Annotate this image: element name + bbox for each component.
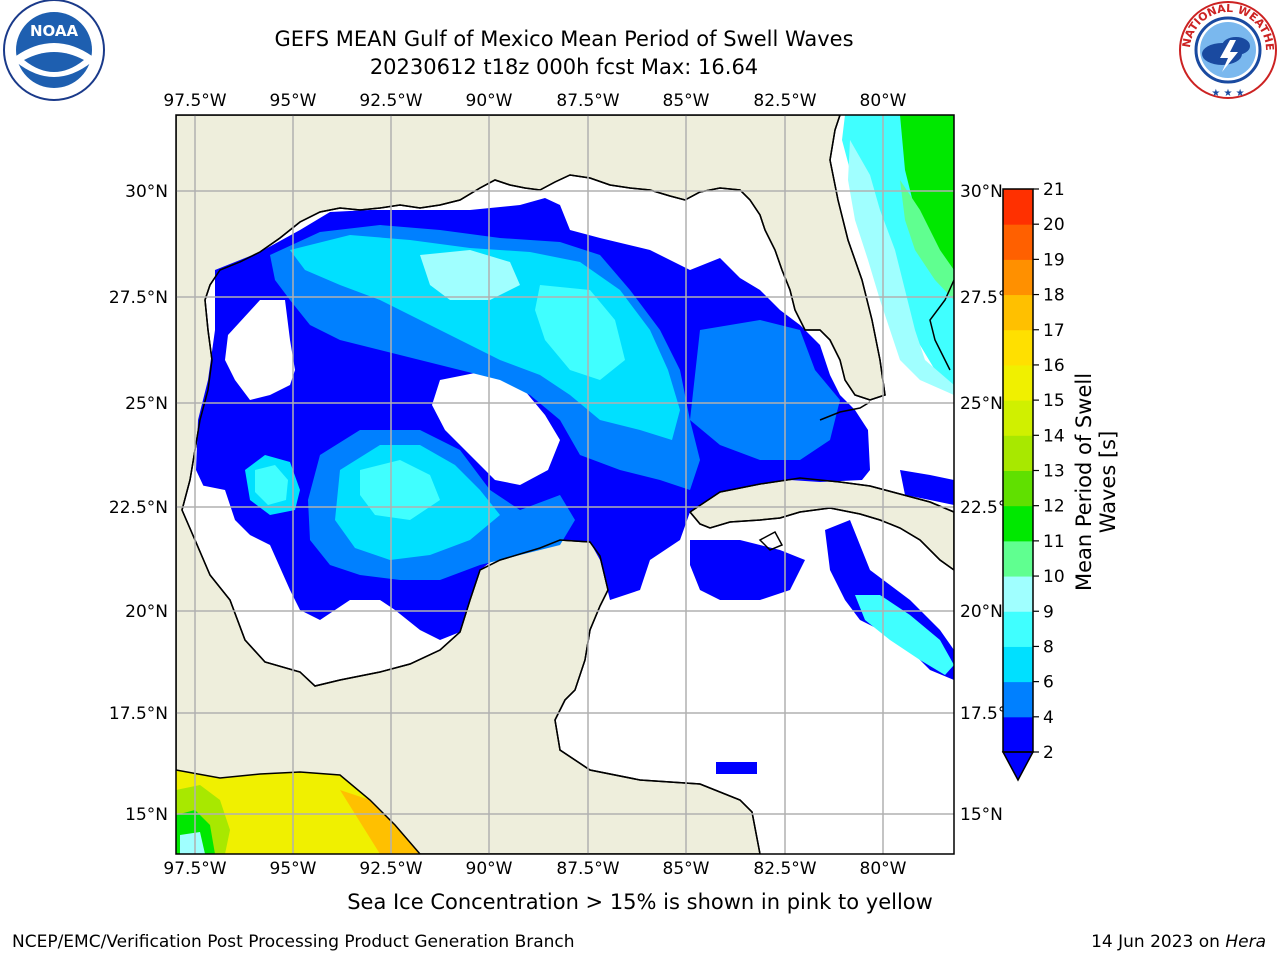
lon-label-bottom: 97.5°W	[163, 859, 226, 879]
sea-ice-note: Sea Ice Concentration > 15% is shown in …	[347, 890, 933, 914]
colorbar-segment	[1003, 294, 1033, 331]
svg-text:★ ★ ★: ★ ★ ★	[1211, 88, 1244, 99]
colorbar-segment	[1003, 646, 1033, 683]
lat-label-right: 17.5°	[960, 704, 1006, 724]
lon-label-top: 92.5°W	[359, 91, 422, 111]
colorbar-segment	[1003, 681, 1033, 718]
lon-label-bottom: 87.5°W	[556, 859, 619, 879]
colorbar-tick-label: 9	[1043, 602, 1054, 622]
lat-label-left: 17.5°N	[109, 704, 168, 724]
colorbar-segment	[1003, 329, 1033, 366]
colorbar-tick-label: 18	[1043, 286, 1065, 306]
coastline	[176, 115, 954, 854]
colorbar-segment	[1003, 540, 1033, 577]
lat-label-left: 20°N	[125, 602, 168, 622]
colorbar-extend-arrow	[1001, 751, 1035, 782]
colorbar-segment	[1003, 716, 1033, 753]
colorbar-tick-label: 13	[1043, 462, 1065, 482]
lat-label-right: 30°N	[960, 182, 1003, 202]
colorbar-tick-label: 6	[1043, 673, 1054, 693]
lon-label-top: 95°W	[270, 91, 317, 111]
colorbar-tick-label: 15	[1043, 391, 1065, 411]
colorbar-segment	[1003, 611, 1033, 647]
lon-label-top: 90°W	[466, 91, 513, 111]
colorbar-tick-label: 8	[1043, 637, 1054, 657]
lon-label-bottom: 80°W	[860, 859, 907, 879]
lon-label-bottom: 92.5°W	[359, 859, 422, 879]
lat-label-right: 25°N	[960, 394, 1003, 414]
lon-label-top: 85°W	[663, 91, 710, 111]
colorbar-label: Mean Period of Swell Waves [s]	[1072, 372, 1120, 592]
map-frame	[175, 114, 955, 855]
colorbar-tick-label: 2	[1043, 743, 1054, 763]
lon-label-bottom: 85°W	[663, 859, 710, 879]
colorbar-segment	[1003, 470, 1033, 507]
lat-label-right: 20°N	[960, 602, 1003, 622]
footer-credit: NCEP/EMC/Verification Post Processing Pr…	[12, 932, 575, 952]
colorbar-segment	[1003, 224, 1033, 260]
footer-date: 14 Jun 2023 on Hera	[1091, 932, 1266, 952]
lat-label-left: 27.5°N	[109, 288, 168, 308]
lat-label-right: 27.5°	[960, 288, 1006, 308]
colorbar-segment	[1003, 505, 1033, 542]
colorbar-tick-label: 17	[1043, 321, 1065, 341]
lat-label-right: 22.5°	[960, 498, 1006, 518]
lat-label-left: 30°N	[125, 182, 168, 202]
colorbar-segment	[1003, 400, 1033, 436]
map-gridlines	[176, 115, 954, 854]
lon-label-top: 80°W	[860, 91, 907, 111]
colorbar-segment	[1003, 189, 1033, 225]
chart-title: GEFS MEAN Gulf of Mexico Mean Period of …	[274, 27, 854, 51]
colorbar-tick-label: 16	[1043, 356, 1065, 376]
colorbar-segment	[1003, 364, 1033, 401]
chart-subtitle: 20230612 t18z 000h fcst Max: 16.64	[369, 55, 759, 79]
lat-label-left: 25°N	[125, 394, 168, 414]
svg-text:NOAA: NOAA	[30, 22, 79, 40]
lon-label-bottom: 90°W	[466, 859, 513, 879]
footer-date-text: 14 Jun 2023 on	[1091, 932, 1226, 952]
lat-label-left: 15°N	[125, 805, 168, 825]
colorbar-tick-label: 14	[1043, 426, 1065, 446]
lat-label-left: 22.5°N	[109, 498, 168, 518]
lon-label-top: 97.5°W	[163, 91, 226, 111]
nws-logo-icon: NATIONAL WEATHER SERVICE ★ ★ ★	[1176, 0, 1277, 99]
lon-label-bottom: 82.5°W	[753, 859, 816, 879]
colorbar-segment	[1003, 576, 1033, 612]
colorbar-segment	[1003, 435, 1033, 471]
colorbar-tick-label: 10	[1043, 567, 1065, 587]
colorbar-tick-label: 4	[1043, 708, 1054, 728]
lon-label-top: 87.5°W	[556, 91, 619, 111]
colorbar-tick-label: 11	[1043, 532, 1065, 552]
lon-label-top: 82.5°W	[753, 91, 816, 111]
lon-label-bottom: 95°W	[270, 859, 317, 879]
colorbar-tick-label: 12	[1043, 497, 1065, 517]
colorbar-tick-label: 19	[1043, 250, 1065, 270]
colorbar-segment	[1003, 259, 1033, 296]
swell-period-field	[176, 115, 954, 854]
colorbar-tick-label: 20	[1043, 215, 1065, 235]
lat-label-right: 15°N	[960, 805, 1003, 825]
footer-machine: Hera	[1225, 932, 1266, 952]
noaa-logo-icon: NOAA	[3, 0, 105, 101]
colorbar-tick-label: 21	[1043, 180, 1065, 200]
